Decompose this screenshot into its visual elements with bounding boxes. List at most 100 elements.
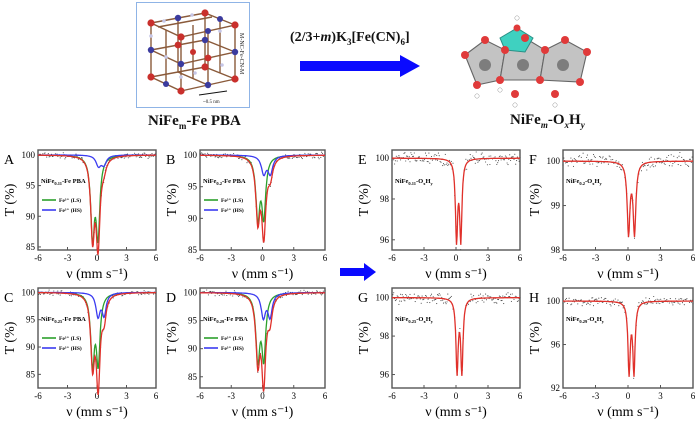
data-point [295, 294, 297, 296]
data-point [409, 161, 411, 163]
data-point [647, 164, 649, 167]
data-point [581, 305, 583, 307]
data-point [393, 292, 395, 294]
sample-label: NiFe0.29-OxHy [566, 316, 605, 324]
data-point [565, 161, 568, 164]
data-point [509, 296, 511, 298]
x-tick-label: 0 [626, 253, 631, 263]
data-point [661, 162, 663, 164]
data-point [683, 159, 685, 161]
scale-bar-label: ~0.5 nm [203, 100, 220, 105]
data-point [404, 300, 406, 302]
data-point [292, 156, 294, 159]
data-point [601, 157, 603, 159]
panel-letter: H [529, 291, 539, 306]
data-point [674, 301, 676, 303]
spectrum-panel-h: H -6 -3 0 3 6 92 96 100 ν (mm s⁻¹) T (%) NiFe0.29-O… [528, 287, 696, 420]
data-point [670, 154, 672, 156]
data-point [510, 159, 512, 162]
data-point [148, 293, 150, 295]
data-point [395, 299, 397, 301]
sample-label-rest: -O [585, 178, 592, 185]
data-point [207, 152, 209, 154]
y-axis-label: T (%) [3, 321, 18, 354]
sample-label: NiFe0.2-OxHy [566, 178, 603, 186]
data-point [311, 293, 313, 295]
data-point [570, 157, 572, 159]
data-point [642, 166, 644, 168]
data-point [423, 298, 425, 300]
data-point [568, 297, 570, 299]
y-axis-label: T (%) [165, 183, 180, 216]
data-point [135, 156, 137, 158]
data-point [425, 295, 427, 297]
data-point [666, 299, 668, 301]
data-point [437, 152, 439, 154]
panel-letter: E [358, 153, 367, 168]
sample-label: NiFe0.25-Fe PBA [41, 316, 86, 324]
x-tick-label: -3 [228, 253, 236, 263]
data-point [426, 160, 428, 163]
data-point [311, 157, 313, 159]
panel-letter: A [4, 153, 15, 168]
data-point [418, 156, 421, 158]
data-point [65, 157, 67, 159]
data-point [567, 165, 569, 167]
data-point [139, 156, 141, 158]
data-point [199, 153, 201, 155]
data-point [436, 303, 438, 305]
legend-label: Fe³⁺ (HS) [59, 345, 82, 352]
data-point [614, 298, 616, 300]
data-point [134, 152, 136, 154]
sample-label-base: NiFe [566, 178, 579, 185]
lattice-annotation: M-NC-Fe-CN-M [238, 33, 244, 75]
data-point [238, 295, 240, 297]
y-tick-label: 96 [380, 235, 390, 245]
data-point [411, 153, 413, 156]
data-point [497, 160, 500, 162]
data-point [680, 298, 682, 300]
data-point [394, 160, 396, 162]
oxy-label-base: NiFe [510, 112, 541, 128]
data-point [425, 155, 427, 157]
data-point [510, 293, 512, 295]
x-tick-label: -6 [196, 253, 204, 263]
data-point [510, 300, 512, 302]
data-point [668, 165, 670, 167]
data-point [46, 156, 48, 158]
data-point [397, 156, 399, 158]
data-point [511, 293, 513, 295]
x-axis-label: ν (mm s⁻¹) [425, 405, 487, 420]
data-point [594, 298, 596, 300]
data-point [591, 159, 593, 161]
x-tick-label: -6 [559, 391, 567, 401]
data-point [672, 163, 674, 165]
data-point [587, 302, 589, 304]
y-axis-label: T (%) [528, 183, 543, 216]
data-point [483, 301, 485, 303]
data-point [219, 156, 221, 158]
sample-label: NiFe0.29-Fe PBA [203, 316, 248, 324]
data-point [646, 169, 648, 171]
data-point [618, 161, 620, 163]
data-point [126, 153, 129, 155]
x-tick-label: 0 [95, 391, 100, 401]
data-point [400, 300, 402, 302]
data-point [320, 156, 322, 158]
data-point [206, 289, 208, 291]
data-point [442, 302, 445, 304]
data-point [123, 157, 125, 159]
data-point [112, 297, 114, 299]
sample-label-rest: -O [416, 316, 423, 323]
data-point [421, 295, 423, 297]
y-axis-label: T (%) [528, 321, 543, 354]
y-tick-label: 100 [184, 150, 198, 160]
data-point [596, 165, 598, 167]
data-point [467, 159, 469, 161]
data-point [510, 156, 512, 158]
y-tick-label: 95 [26, 315, 36, 325]
data-point [688, 301, 691, 303]
data-point [609, 304, 611, 306]
reaction-label: (2/3+m)K3[Fe(CN)6] [290, 30, 410, 47]
oxy-label-sub-x: x [564, 120, 570, 130]
